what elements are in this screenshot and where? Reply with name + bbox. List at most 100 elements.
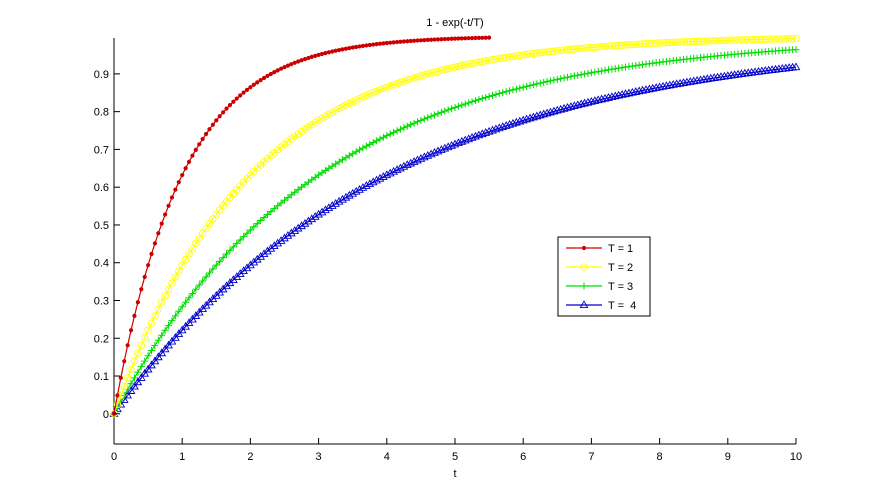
data-point-t4 xyxy=(651,83,661,91)
data-point-t4 xyxy=(563,103,572,111)
data-point-t2 xyxy=(567,45,575,54)
data-point-t1 xyxy=(384,40,389,46)
y-tick-label: 0.8 xyxy=(94,107,109,119)
data-point-t1 xyxy=(371,42,376,47)
data-point-t3 xyxy=(587,69,595,77)
data-point-t2 xyxy=(168,279,176,287)
data-point-t2 xyxy=(147,319,156,327)
data-point-t4 xyxy=(123,390,133,399)
data-point-t3 xyxy=(615,64,623,72)
data-point-t4 xyxy=(280,233,289,242)
data-point-t3 xyxy=(557,75,565,83)
data-point-t3 xyxy=(591,68,599,76)
data-point-t2 xyxy=(519,51,527,59)
data-point-t1 xyxy=(186,159,192,164)
data-point-t4 xyxy=(402,160,412,169)
data-point-t3 xyxy=(468,98,476,106)
data-point-t4 xyxy=(331,198,341,207)
data-point-t2 xyxy=(410,74,418,82)
data-point-t3 xyxy=(475,96,483,104)
data-point-t2 xyxy=(451,63,459,71)
data-point-t3 xyxy=(553,75,561,83)
data-point-t4 xyxy=(655,82,664,91)
data-point-t4 xyxy=(580,98,589,107)
data-point-t4 xyxy=(621,89,630,98)
data-point-t3 xyxy=(403,122,411,130)
data-point-t4 xyxy=(344,190,354,199)
data-point-t2 xyxy=(151,312,159,320)
data-point-t4 xyxy=(675,78,685,87)
data-point-t4 xyxy=(263,246,272,255)
data-point-t4 xyxy=(634,86,644,95)
data-point-t2 xyxy=(574,45,582,53)
data-point-t2 xyxy=(444,65,452,73)
data-point-t1 xyxy=(333,48,338,53)
data-point-t4 xyxy=(546,107,555,116)
data-point-t1 xyxy=(203,131,209,137)
data-point-t3 xyxy=(526,82,534,90)
data-point-t2 xyxy=(376,86,384,94)
data-point-t4 xyxy=(300,218,310,227)
y-tick-label: 0.3 xyxy=(94,295,109,307)
data-point-t3 xyxy=(451,103,459,111)
data-point-t1 xyxy=(214,118,219,123)
data-point-t3 xyxy=(352,148,360,156)
data-point-t3 xyxy=(134,368,142,376)
data-point-t4 xyxy=(160,344,170,353)
data-point-t3 xyxy=(465,99,473,107)
data-point-t2 xyxy=(379,84,388,93)
data-point-t2 xyxy=(430,68,439,76)
data-point-t1 xyxy=(408,38,413,44)
data-point-t2 xyxy=(560,46,568,54)
data-point-t3 xyxy=(144,352,152,360)
data-point-t1 xyxy=(330,49,335,54)
data-point-t3 xyxy=(567,73,575,81)
data-point-t4 xyxy=(631,87,641,95)
data-point-t4 xyxy=(266,243,276,252)
data-point-t3 xyxy=(396,125,404,133)
data-point-t4 xyxy=(379,172,388,180)
data-point-t3 xyxy=(267,208,275,216)
data-point-t3 xyxy=(485,92,493,100)
data-point-t4 xyxy=(529,112,538,121)
x-tick-label: 7 xyxy=(588,451,594,463)
data-point-t1 xyxy=(435,37,441,42)
data-point-t1 xyxy=(200,136,205,142)
data-point-t4 xyxy=(276,236,286,244)
data-point-t3 xyxy=(543,78,551,86)
data-point-t3 xyxy=(257,217,265,225)
data-point-t2 xyxy=(181,255,190,264)
data-point-t4 xyxy=(549,106,559,115)
data-point-t4 xyxy=(467,133,477,141)
data-point-t1 xyxy=(176,180,181,185)
data-point-t4 xyxy=(385,168,395,177)
data-point-t4 xyxy=(334,196,344,205)
data-point-t4 xyxy=(525,113,535,122)
data-point-t2 xyxy=(113,400,122,409)
data-point-t1 xyxy=(449,36,454,41)
data-point-t4 xyxy=(583,97,593,106)
data-point-t1 xyxy=(282,65,287,70)
data-point-t4 xyxy=(576,99,586,108)
data-point-t4 xyxy=(365,179,375,188)
data-point-t3 xyxy=(175,307,183,315)
data-point-t3 xyxy=(366,140,374,148)
data-point-t2 xyxy=(512,52,521,60)
data-point-t1 xyxy=(149,251,154,257)
data-point-t1 xyxy=(452,36,458,41)
data-point-t2 xyxy=(202,224,210,233)
x-tick-label: 9 xyxy=(725,451,731,463)
data-point-t2 xyxy=(328,108,336,117)
data-point-t4 xyxy=(627,87,637,96)
data-point-t1 xyxy=(439,37,444,42)
data-point-t1 xyxy=(207,127,212,132)
x-tick-label: 5 xyxy=(452,451,458,463)
data-point-t1 xyxy=(377,41,383,46)
data-point-t4 xyxy=(368,177,378,186)
data-point-t1 xyxy=(132,313,137,318)
data-point-t4 xyxy=(406,158,416,167)
data-point-t3 xyxy=(604,66,612,74)
data-point-t2 xyxy=(447,64,456,72)
data-point-t4 xyxy=(600,93,610,102)
data-point-t3 xyxy=(216,257,224,265)
